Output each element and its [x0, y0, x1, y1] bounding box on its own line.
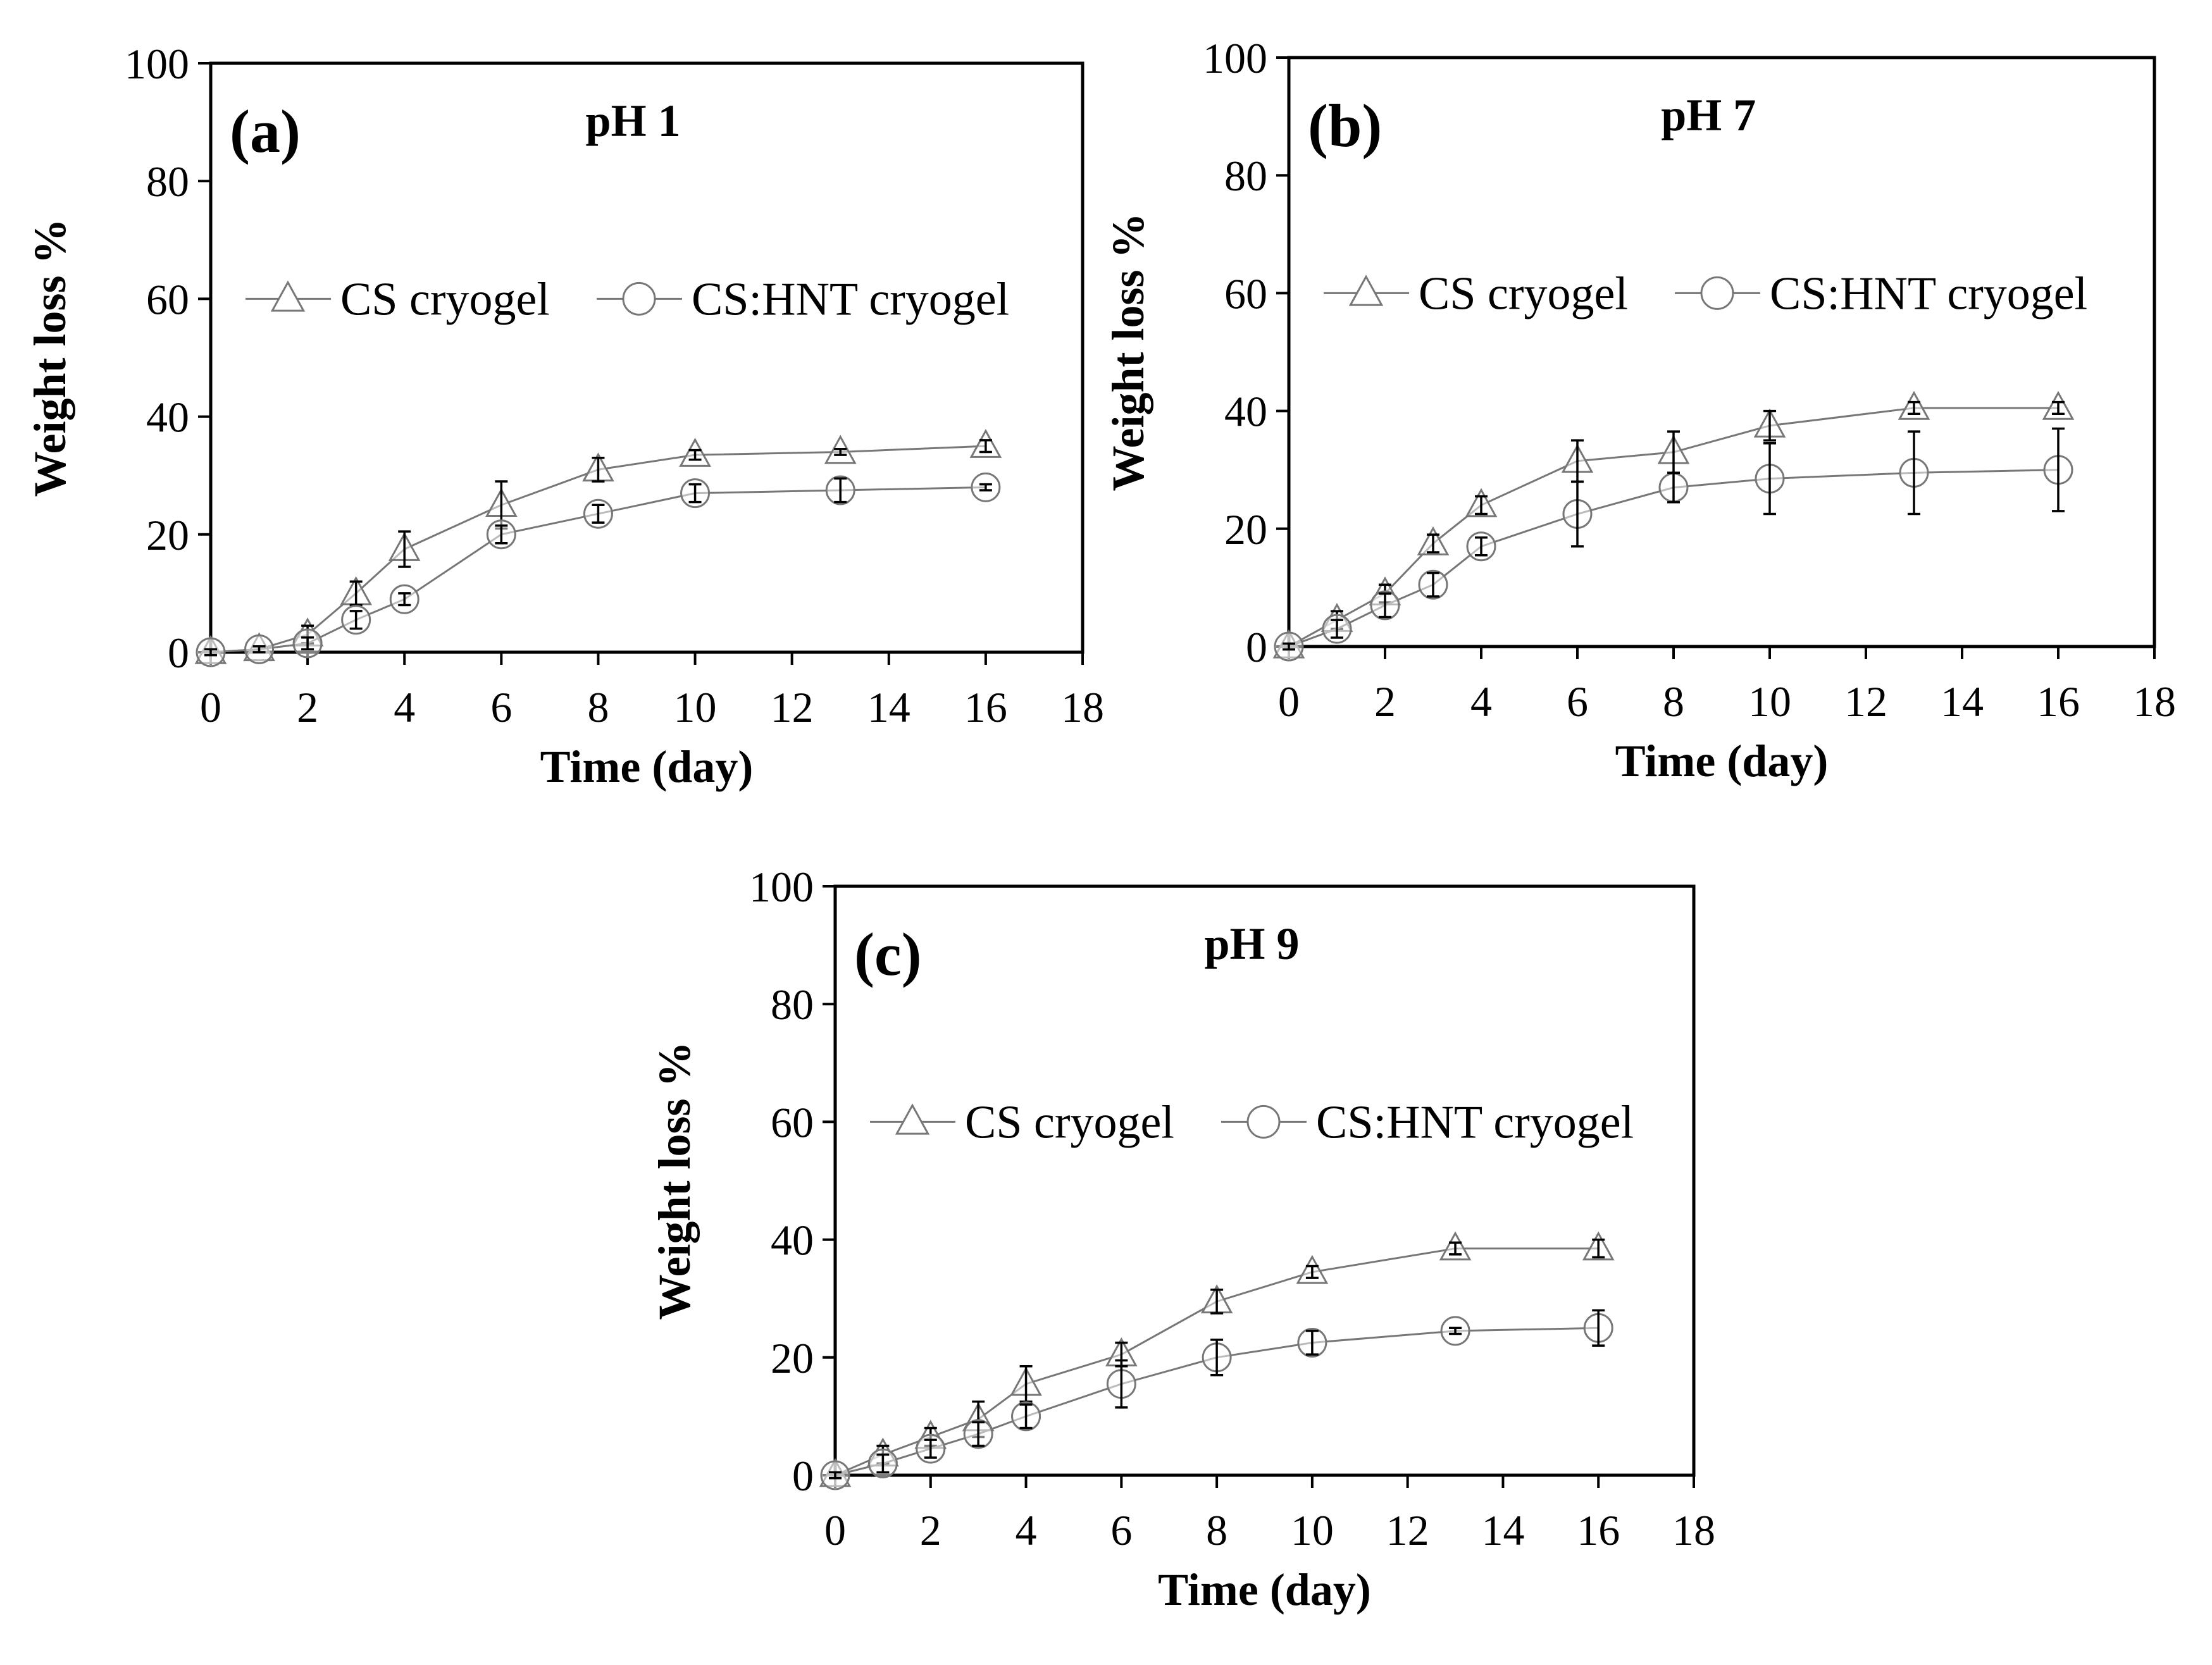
legend-label-cs: CS cryogel — [340, 273, 550, 325]
x-tick-label: 10 — [1748, 678, 1791, 726]
x-tick-label: 2 — [920, 1506, 941, 1554]
chart-panel-b: 0 20 40 60 80 100 0 2 4 6 8 10 12 14 16 18 Time (day) Wei… — [1103, 34, 2176, 786]
ph-title: pH 9 — [1205, 919, 1300, 969]
y-tick-label: 60 — [146, 275, 189, 323]
y-tick-label: 80 — [1224, 152, 1267, 200]
x-axis-title: Time (day) — [1158, 1564, 1371, 1615]
series-cs-hnt-cryogel — [1274, 427, 2073, 662]
series-line — [835, 1327, 1599, 1476]
ph-title: pH 7 — [1661, 90, 1756, 140]
series-line — [1288, 407, 2058, 648]
x-tick-label: 18 — [1061, 683, 1104, 731]
x-tick-label: 2 — [1374, 678, 1396, 726]
y-axis-title: Weight loss % — [25, 218, 75, 497]
y-tick-label: 20 — [146, 511, 189, 559]
x-tick-label: 4 — [394, 683, 415, 731]
x-tick-label: 4 — [1016, 1506, 1037, 1554]
y-tick-label: 80 — [771, 981, 814, 1029]
x-tick-label: 0 — [200, 683, 221, 731]
panel-label: (b) — [1308, 92, 1382, 159]
x-tick-label: 10 — [674, 683, 717, 731]
legend-triangle-icon — [270, 280, 306, 312]
legend-circle-icon — [1700, 276, 1734, 310]
x-tick-label: 6 — [1567, 678, 1588, 726]
legend-circle-icon — [1246, 1105, 1281, 1139]
legend-label-hnt: CS:HNT cryogel — [1770, 268, 2087, 319]
series-cs-hnt-cryogel — [820, 1309, 1613, 1490]
x-tick-label: 10 — [1291, 1506, 1334, 1554]
x-axis-title: Time (day) — [540, 741, 754, 792]
series-line — [210, 486, 986, 653]
chart-panel-c: 0 20 40 60 80 100 0 2 4 6 8 10 12 14 16 18 Time (day) Wei… — [649, 863, 1715, 1615]
legend-label-cs: CS cryogel — [965, 1096, 1174, 1148]
series-line — [835, 1247, 1599, 1476]
legend: CS cryogel CS:HNT cryogel — [870, 1096, 1634, 1148]
legend-label-hnt: CS:HNT cryogel — [692, 273, 1009, 325]
x-tick-label: 18 — [1672, 1506, 1715, 1554]
series-line — [1288, 469, 2059, 648]
legend-label-cs: CS cryogel — [1419, 268, 1628, 319]
x-tick-label: 14 — [1941, 678, 1984, 726]
x-tick-label: 8 — [587, 683, 609, 731]
legend: CS cryogel CS:HNT cryogel — [245, 273, 1009, 325]
x-tick-label: 0 — [1278, 678, 1300, 726]
x-tick-label: 6 — [490, 683, 512, 731]
y-tick-label: 20 — [1224, 505, 1267, 554]
x-axis-title: Time (day) — [1615, 736, 1829, 786]
y-tick-label: 100 — [1203, 34, 1267, 82]
legend-label-hnt: CS:HNT cryogel — [1316, 1096, 1634, 1148]
series-cs-cryogel — [1272, 390, 2075, 659]
y-tick-label: 40 — [771, 1216, 814, 1265]
plot-frame — [833, 884, 1696, 1477]
y-tick-label: 60 — [771, 1098, 814, 1146]
y-tick-label: 80 — [146, 158, 189, 206]
x-tick-label: 12 — [771, 683, 814, 731]
ph-title: pH 1 — [586, 96, 681, 146]
y-axis-title: Weight loss % — [1103, 213, 1153, 491]
y-tick-label: 0 — [168, 629, 189, 677]
x-tick-label: 16 — [2037, 678, 2080, 726]
y-tick-label: 100 — [125, 40, 189, 88]
y-tick-label: 0 — [792, 1452, 814, 1500]
legend-circle-icon — [622, 282, 656, 316]
x-tick-label: 16 — [964, 683, 1007, 731]
x-tick-label: 12 — [1844, 678, 1887, 726]
legend-triangle-icon — [895, 1103, 930, 1135]
plot-frame — [1287, 56, 2156, 648]
panel-label: (a) — [230, 97, 301, 165]
chart-panel-a: 0 20 40 60 80 100 0 2 4 6 8 10 12 14 16 18 Time (day) Wei… — [25, 40, 1104, 792]
series-cs-cryogel — [194, 429, 1002, 664]
x-tick-label: 6 — [1110, 1506, 1132, 1554]
x-tick-label: 16 — [1577, 1506, 1620, 1554]
x-tick-label: 0 — [824, 1506, 846, 1554]
y-tick-label: 20 — [771, 1334, 814, 1382]
x-tick-label: 14 — [1481, 1506, 1524, 1554]
plot-frame — [209, 61, 1084, 654]
legend: CS cryogel CS:HNT cryogel — [1324, 268, 2087, 319]
x-tick-label: 2 — [297, 683, 318, 731]
panel-label: (c) — [854, 920, 922, 988]
x-tick-label: 12 — [1386, 1506, 1429, 1554]
y-tick-label: 40 — [1224, 388, 1267, 436]
y-tick-label: 60 — [1224, 269, 1267, 318]
x-tick-label: 8 — [1206, 1506, 1227, 1554]
y-tick-label: 40 — [146, 393, 189, 442]
series-cs-hnt-cryogel — [196, 472, 1001, 667]
x-tick-label: 4 — [1470, 678, 1492, 726]
x-tick-label: 14 — [867, 683, 910, 731]
y-axis-title: Weight loss % — [649, 1041, 700, 1320]
series-line — [210, 445, 986, 653]
x-tick-label: 18 — [2133, 678, 2176, 726]
y-tick-label: 100 — [749, 863, 814, 911]
y-tick-label: 0 — [1246, 623, 1267, 671]
legend-triangle-icon — [1348, 275, 1384, 306]
x-tick-label: 8 — [1663, 678, 1684, 726]
